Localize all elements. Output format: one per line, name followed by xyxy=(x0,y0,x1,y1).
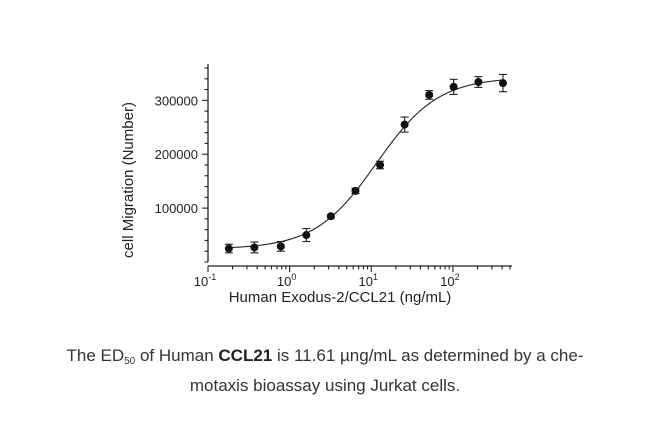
data-point xyxy=(498,73,507,93)
data-marker xyxy=(250,243,259,252)
data-marker xyxy=(400,120,409,129)
y-axis-label: cell Migration (Number) xyxy=(120,102,137,258)
y-tick-label: 100000 xyxy=(155,201,198,216)
x-tick-label: 100 xyxy=(277,272,296,289)
caption-line-2: motaxis bioassay using Jurkat cells. xyxy=(189,376,461,395)
x-tick-label: 101 xyxy=(359,272,378,289)
caption-subscript: 50 xyxy=(124,356,136,367)
x-tick-label: 10-1 xyxy=(194,272,216,289)
data-point xyxy=(376,160,385,170)
data-marker xyxy=(224,244,233,253)
data-point xyxy=(326,212,335,221)
y-axis: 100000 200000 300000 xyxy=(155,64,209,263)
data-point xyxy=(425,90,434,100)
data-marker xyxy=(425,90,434,99)
caption-text-1: The ED xyxy=(66,346,125,365)
data-points xyxy=(224,73,507,254)
data-marker xyxy=(474,78,483,87)
data-point xyxy=(449,78,458,95)
data-point xyxy=(224,243,233,254)
data-point xyxy=(400,116,409,133)
x-axis-label: Human Exodus-2/CCL21 (ng/mL) xyxy=(229,289,452,306)
data-marker xyxy=(302,231,311,240)
x-axis: 10-1 100 101 102 xyxy=(194,265,512,289)
x-tick-label: 102 xyxy=(440,272,459,289)
data-marker xyxy=(498,79,507,88)
fit-curve xyxy=(228,79,504,249)
y-tick-label: 300000 xyxy=(155,93,198,108)
data-marker xyxy=(276,242,285,251)
data-marker xyxy=(449,82,458,91)
caption-line-1: The ED50 of Human CCL21 is 11.61 µng/mL … xyxy=(20,347,630,367)
caption-text-3: is 11.61 µng/mL as determined by a che- xyxy=(272,346,584,365)
data-marker xyxy=(326,212,335,221)
data-point xyxy=(250,241,259,254)
data-marker xyxy=(351,186,360,195)
caption-protein-name: CCL21 xyxy=(218,346,273,365)
y-tick-label: 200000 xyxy=(155,147,198,162)
data-point xyxy=(351,186,360,195)
data-marker xyxy=(376,161,385,169)
data-point xyxy=(474,76,483,88)
data-point xyxy=(276,240,285,252)
caption-text-2: of Human xyxy=(135,346,219,365)
data-point xyxy=(302,228,311,243)
